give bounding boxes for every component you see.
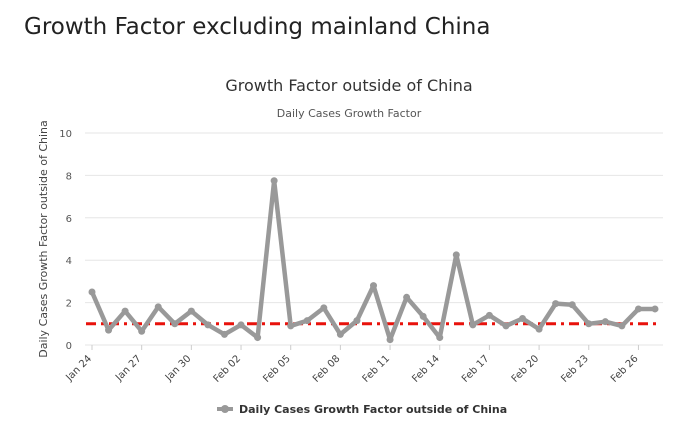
data-point[interactable] [121, 307, 129, 315]
data-point[interactable] [469, 321, 477, 329]
y-tick-label: 2 [66, 299, 72, 310]
data-point[interactable] [370, 282, 377, 290]
y-tick-labels: 0 2 4 6 8 10 [59, 129, 72, 352]
y-tick-label: 4 [66, 256, 72, 267]
data-point[interactable] [270, 177, 278, 185]
legend-marker [221, 405, 229, 413]
data-point[interactable] [651, 305, 659, 313]
x-tick-label: Feb 20 [510, 353, 542, 385]
data-point[interactable] [419, 312, 427, 320]
data-point[interactable] [187, 307, 195, 315]
data-point[interactable] [138, 327, 146, 335]
y-tick-label: 6 [66, 214, 72, 225]
data-point[interactable] [204, 321, 212, 329]
x-tick-label: Jan 27 [113, 353, 144, 384]
legend[interactable]: Daily Cases Growth Factor outside of Chi… [217, 403, 507, 416]
data-point[interactable] [485, 311, 493, 319]
data-point[interactable] [634, 305, 642, 313]
chart-title: Growth Factor outside of China [225, 76, 472, 95]
data-point[interactable] [552, 300, 560, 308]
data-point[interactable] [336, 330, 344, 338]
y-axis-label: Daily Cases Growth Factor outside of Chi… [37, 120, 50, 358]
x-tick-label: Feb 11 [361, 353, 393, 385]
x-tick-label: Feb 17 [460, 353, 492, 385]
chart-subtitle: Daily Cases Growth Factor [277, 107, 422, 120]
x-tick-label: Feb 05 [261, 353, 293, 385]
data-point[interactable] [220, 330, 228, 338]
legend-label: Daily Cases Growth Factor outside of Chi… [239, 403, 507, 416]
page-heading: Growth Factor excluding mainland China [24, 14, 491, 40]
data-point[interactable] [502, 322, 510, 330]
y-tick-label: 10 [59, 129, 72, 140]
data-point[interactable] [535, 325, 543, 333]
y-tick-label: 0 [66, 341, 72, 352]
data-point[interactable] [618, 322, 626, 330]
data-point[interactable] [88, 288, 96, 296]
y-tick-label: 8 [66, 171, 72, 182]
data-point[interactable] [105, 326, 113, 334]
data-point[interactable] [237, 321, 245, 329]
data-point[interactable] [254, 334, 262, 342]
x-tick-label: Feb 08 [311, 353, 343, 385]
data-point[interactable] [403, 293, 411, 301]
data-point[interactable] [452, 251, 460, 259]
data-point[interactable] [585, 320, 593, 328]
data-point[interactable] [320, 304, 328, 312]
x-tick-label: Feb 26 [609, 353, 641, 385]
data-point[interactable] [568, 301, 576, 309]
data-point[interactable] [287, 322, 295, 330]
data-point[interactable] [154, 303, 162, 311]
series-group [88, 177, 659, 344]
grid-lines [85, 132, 663, 346]
x-tick-label: Jan 24 [63, 353, 94, 384]
x-tick-label: Feb 02 [212, 353, 244, 385]
data-point[interactable] [519, 315, 527, 322]
data-point[interactable] [353, 317, 361, 325]
data-point[interactable] [171, 320, 179, 328]
x-tick-label: Jan 30 [163, 353, 194, 384]
data-point[interactable] [601, 318, 609, 326]
data-point[interactable] [303, 317, 311, 325]
x-tick-label: Feb 23 [559, 353, 591, 385]
data-point[interactable] [386, 336, 394, 344]
x-tick-labels: Jan 24 Jan 27 Jan 30 Feb 02 Feb 05 Feb 08 Feb … [63, 345, 641, 385]
x-tick-label: Feb 14 [410, 353, 442, 385]
data-point[interactable] [436, 334, 444, 342]
